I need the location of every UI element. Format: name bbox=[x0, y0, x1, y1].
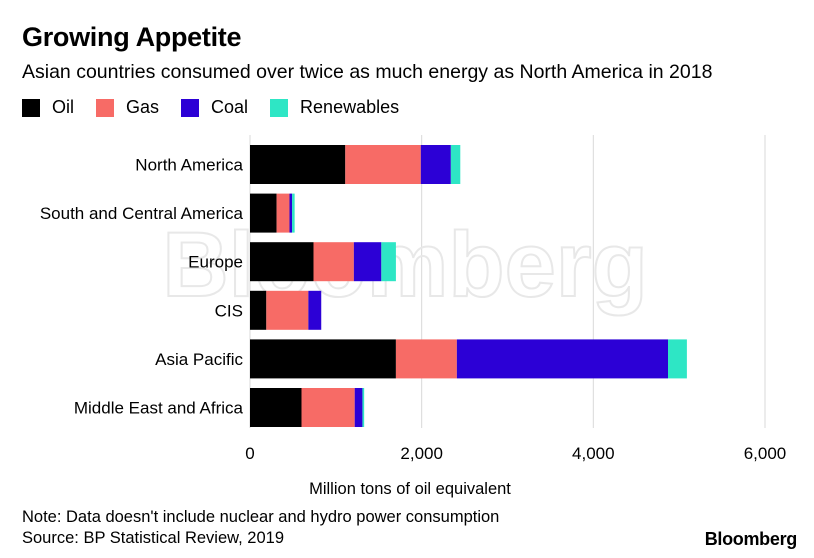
legend-swatch-gas bbox=[96, 98, 114, 117]
bar-cis-oil bbox=[250, 290, 267, 330]
bar-middle-east-and-africa-renewables bbox=[362, 388, 365, 427]
legend-item-oil: Oil bbox=[22, 97, 74, 118]
chart-title: Growing Appetite bbox=[22, 22, 242, 52]
legend: Oil Gas Coal Renewables bbox=[22, 97, 421, 118]
bar-south-and-central-america-oil bbox=[250, 193, 277, 233]
category-label: North America bbox=[135, 156, 243, 175]
bar-asia-pacific-renewables bbox=[668, 339, 687, 379]
category-label: Middle East and Africa bbox=[74, 399, 244, 418]
bar-south-and-central-america-coal bbox=[289, 193, 293, 233]
category-label: South and Central America bbox=[40, 204, 244, 223]
legend-label-coal: Coal bbox=[211, 97, 249, 117]
bar-north-america-gas bbox=[345, 145, 421, 184]
bar-south-and-central-america-renewables bbox=[292, 193, 295, 233]
bar-asia-pacific-coal bbox=[456, 339, 669, 379]
bar-north-america-oil bbox=[250, 145, 346, 184]
bar-middle-east-and-africa-coal bbox=[354, 388, 363, 427]
legend-label-oil: Oil bbox=[52, 97, 74, 117]
category-label: Asia Pacific bbox=[155, 350, 243, 369]
bar-europe-gas bbox=[313, 242, 354, 282]
bloomberg-logo: Bloomberg bbox=[704, 529, 798, 549]
bar-cis-gas bbox=[266, 290, 309, 330]
watermark: Bloomberg bbox=[162, 214, 648, 316]
bar-middle-east-and-africa-gas bbox=[301, 388, 355, 427]
category-label: CIS bbox=[215, 301, 243, 320]
chart-subtitle: Asian countries consumed over twice as m… bbox=[22, 61, 713, 83]
note-text: Note: Data doesn't include nuclear and h… bbox=[22, 508, 500, 526]
bar-cis-coal bbox=[308, 290, 322, 330]
legend-item-renewables: Renewables bbox=[270, 97, 399, 118]
legend-item-gas: Gas bbox=[96, 97, 159, 118]
source-text: Source: BP Statistical Review, 2019 bbox=[22, 529, 285, 547]
bar-asia-pacific-gas bbox=[395, 339, 457, 379]
bar-south-and-central-america-gas bbox=[276, 193, 290, 233]
bar-asia-pacific-oil bbox=[250, 339, 396, 379]
x-tick-label: 2,000 bbox=[400, 444, 443, 463]
legend-swatch-oil bbox=[22, 98, 40, 117]
legend-label-renewables: Renewables bbox=[300, 97, 400, 117]
x-tick-label: 6,000 bbox=[744, 444, 787, 463]
bar-middle-east-and-africa-oil bbox=[250, 388, 302, 427]
legend-swatch-coal bbox=[181, 98, 200, 117]
chart-notes: Note: Data doesn't include nuclear and h… bbox=[22, 507, 499, 549]
category-label: Europe bbox=[188, 253, 243, 272]
bar-europe-renewables bbox=[381, 242, 396, 282]
legend-item-coal: Coal bbox=[181, 97, 248, 118]
x-tick-label: 0 bbox=[245, 444, 254, 463]
bar-europe-oil bbox=[250, 242, 314, 282]
bar-north-america-renewables bbox=[450, 145, 461, 184]
bar-europe-coal bbox=[353, 242, 382, 282]
x-axis-label: Million tons of oil equivalent bbox=[309, 480, 511, 498]
legend-swatch-renewables bbox=[270, 98, 289, 117]
x-tick-label: 4,000 bbox=[572, 444, 615, 463]
bar-north-america-coal bbox=[420, 145, 451, 184]
legend-label-gas: Gas bbox=[126, 97, 160, 117]
